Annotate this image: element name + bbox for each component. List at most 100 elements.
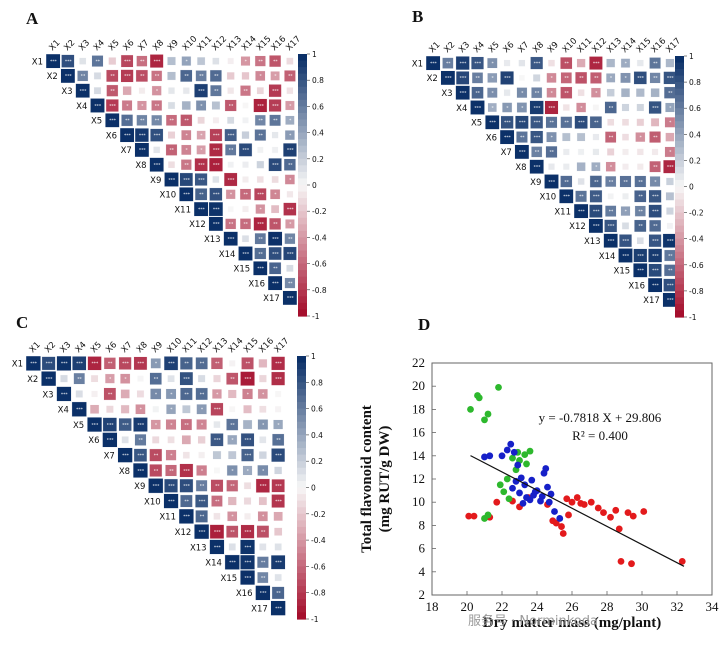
colorbar-segment <box>297 526 306 535</box>
heatmap-cell <box>252 261 268 276</box>
significance-mark: ** <box>476 91 481 97</box>
colorbar-tick-label: -0.2 <box>312 207 327 216</box>
colorbar-segment <box>298 230 307 238</box>
significance-mark: ** <box>155 118 160 124</box>
heatmap-cell <box>284 277 296 289</box>
significance-mark: * <box>259 207 262 213</box>
row-label: X4 <box>76 102 87 112</box>
row-label: X12 <box>569 222 586 232</box>
colorbar-segment <box>675 160 684 168</box>
significance-mark: * <box>155 392 158 398</box>
heatmap-cell <box>560 116 573 129</box>
significance-mark: ** <box>154 468 159 474</box>
significance-mark: ** <box>609 135 614 141</box>
heatmap-cell <box>518 59 526 67</box>
heatmap-cell <box>167 87 176 95</box>
heatmap-cell <box>562 163 570 171</box>
significance-mark: *** <box>214 545 222 551</box>
significance-mark: *** <box>153 484 161 490</box>
significance-mark: ** <box>564 120 569 126</box>
heatmap-cell <box>226 464 238 476</box>
heatmap-cell <box>634 205 646 217</box>
heatmap-cell <box>179 387 193 401</box>
row-label: X13 <box>190 543 207 553</box>
significance-mark: *** <box>137 422 145 428</box>
heatmap-cell <box>104 373 115 384</box>
significance-mark: *** <box>622 253 630 259</box>
significance-mark: *** <box>637 268 645 274</box>
significance-mark: *** <box>213 133 221 139</box>
heatmap-cell <box>208 216 224 232</box>
significance-mark: *** <box>107 438 115 444</box>
heatmap-cell <box>106 69 119 83</box>
significance-mark: ** <box>140 118 145 124</box>
heatmap-cell <box>545 145 558 158</box>
significance-mark: *** <box>244 453 252 459</box>
significance-mark: *** <box>272 251 280 257</box>
significance-mark: ** <box>184 74 189 80</box>
row-label: X5 <box>91 117 102 127</box>
significance-mark: ** <box>169 468 174 474</box>
significance-mark: * <box>156 89 159 95</box>
significance-mark: * <box>109 376 112 382</box>
colorbar-segment <box>675 108 684 116</box>
heatmap-cell <box>574 71 588 85</box>
heatmap-cell <box>455 85 471 100</box>
heatmap-cell <box>606 88 615 97</box>
significance-mark: * <box>551 91 554 97</box>
heatmap-cell <box>137 375 144 383</box>
significance-mark: *** <box>534 135 542 141</box>
heatmap-cell <box>486 87 498 99</box>
heatmap-cell <box>286 87 294 95</box>
colorbar-segment <box>298 158 307 166</box>
heatmap-cell <box>650 117 660 127</box>
heatmap-cell <box>195 479 208 492</box>
heatmap-cell <box>270 71 280 81</box>
colorbar-tick-label: 0.4 <box>689 130 701 139</box>
heatmap-cell <box>60 374 68 383</box>
heatmap-cell <box>254 247 267 260</box>
significance-mark: * <box>201 407 204 413</box>
heatmap-cell <box>271 356 286 371</box>
heatmap-cell <box>149 463 163 477</box>
colorbar-segment <box>297 599 306 607</box>
heatmap-cell <box>133 417 148 432</box>
colorbar-tick-label: -0.2 <box>311 510 326 519</box>
significance-mark: *** <box>519 150 527 156</box>
heatmap-cell <box>134 142 150 158</box>
significance-mark: ** <box>170 118 175 124</box>
heatmap-cell <box>241 71 250 80</box>
heatmap-cell <box>227 87 235 95</box>
significance-mark: ** <box>668 253 673 259</box>
heatmap-cell <box>56 386 72 402</box>
significance-mark: *** <box>109 118 117 124</box>
heatmap-cell <box>282 290 298 306</box>
significance-mark: *** <box>242 148 250 154</box>
data-point-green <box>467 406 474 413</box>
colorbar-segment <box>297 467 306 475</box>
data-point-red <box>470 512 478 520</box>
heatmap-cell <box>255 478 270 493</box>
significance-mark: ** <box>140 59 145 65</box>
heatmap-cell <box>254 129 267 142</box>
significance-mark: *** <box>198 163 206 169</box>
heatmap-cell <box>268 84 282 98</box>
heatmap-cell <box>487 102 498 113</box>
y-tick-label: 8 <box>419 517 426 532</box>
row-label: X14 <box>219 250 236 260</box>
significance-mark: ** <box>609 209 614 215</box>
significance-mark: ** <box>139 438 144 444</box>
heatmap-cell <box>636 236 645 245</box>
x-tick-label: 18 <box>426 599 439 614</box>
significance-mark: * <box>289 222 292 228</box>
significance-mark: *** <box>91 422 99 428</box>
significance-mark: * <box>639 135 642 141</box>
data-point-blue <box>519 499 527 507</box>
row-label: X13 <box>584 237 601 247</box>
colorbar-segment <box>297 474 306 482</box>
column-label: X9 <box>166 38 181 53</box>
colorbar-segment <box>675 166 684 175</box>
heatmap-cell <box>621 118 630 126</box>
column-label: X4 <box>92 38 107 53</box>
heatmap-cell <box>150 419 161 430</box>
